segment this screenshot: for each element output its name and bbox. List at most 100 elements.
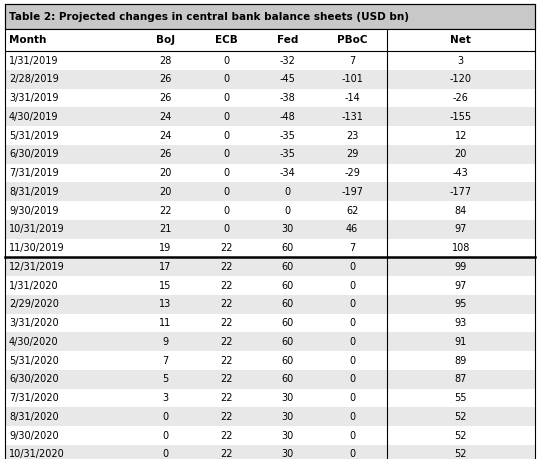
Text: 0: 0 — [223, 56, 230, 66]
Text: 7: 7 — [162, 356, 168, 366]
Text: 3: 3 — [162, 393, 168, 403]
Text: 0: 0 — [223, 74, 230, 84]
Bar — [5, 426, 535, 445]
Text: 0: 0 — [223, 224, 230, 235]
Text: 55: 55 — [455, 393, 467, 403]
Text: -177: -177 — [450, 187, 472, 197]
Text: -120: -120 — [450, 74, 472, 84]
Text: 60: 60 — [281, 243, 293, 253]
Text: 0: 0 — [223, 206, 230, 216]
Text: 12/31/2019: 12/31/2019 — [9, 262, 65, 272]
Bar — [5, 313, 535, 332]
Text: 22: 22 — [220, 243, 233, 253]
Text: 87: 87 — [455, 375, 467, 384]
Text: 91: 91 — [455, 337, 467, 347]
Text: 52: 52 — [455, 449, 467, 459]
Text: Month: Month — [9, 35, 46, 45]
Text: 3: 3 — [458, 56, 464, 66]
Text: 5/31/2020: 5/31/2020 — [9, 356, 59, 366]
Bar — [5, 70, 535, 89]
Text: 0: 0 — [349, 299, 355, 309]
Text: 22: 22 — [220, 299, 233, 309]
Text: 15: 15 — [159, 280, 172, 291]
Text: 8/31/2019: 8/31/2019 — [9, 187, 58, 197]
Text: 7: 7 — [349, 56, 355, 66]
Text: 22: 22 — [220, 262, 233, 272]
Bar — [5, 220, 535, 239]
Text: 22: 22 — [220, 449, 233, 459]
Text: -35: -35 — [279, 149, 295, 159]
Text: 10/31/2019: 10/31/2019 — [9, 224, 65, 235]
Text: 0: 0 — [162, 412, 168, 422]
Text: 20: 20 — [159, 187, 172, 197]
Bar — [5, 257, 535, 276]
Text: 24: 24 — [159, 112, 172, 122]
Text: 52: 52 — [455, 412, 467, 422]
Text: 13: 13 — [159, 299, 172, 309]
Text: 26: 26 — [159, 149, 172, 159]
Text: 20: 20 — [159, 168, 172, 178]
Text: -32: -32 — [279, 56, 295, 66]
Text: ECB: ECB — [215, 35, 238, 45]
Text: 2/28/2019: 2/28/2019 — [9, 74, 59, 84]
Text: 0: 0 — [223, 168, 230, 178]
Bar — [5, 126, 535, 145]
Text: 1/31/2019: 1/31/2019 — [9, 56, 58, 66]
Text: 17: 17 — [159, 262, 172, 272]
Text: 4/30/2020: 4/30/2020 — [9, 337, 59, 347]
Text: 22: 22 — [159, 206, 172, 216]
Text: 95: 95 — [455, 299, 467, 309]
Text: 5: 5 — [162, 375, 168, 384]
Bar — [5, 183, 535, 201]
Text: 22: 22 — [220, 318, 233, 328]
Text: 0: 0 — [223, 149, 230, 159]
Bar — [5, 445, 535, 459]
Text: 0: 0 — [349, 280, 355, 291]
Text: 0: 0 — [162, 431, 168, 441]
Text: 11/30/2019: 11/30/2019 — [9, 243, 65, 253]
Text: 30: 30 — [281, 431, 293, 441]
Text: 19: 19 — [159, 243, 172, 253]
Text: 7: 7 — [349, 243, 355, 253]
Text: 60: 60 — [281, 356, 293, 366]
Bar — [5, 389, 535, 408]
Text: 12: 12 — [455, 131, 467, 140]
Text: -38: -38 — [279, 93, 295, 103]
Text: -45: -45 — [279, 74, 295, 84]
Text: 30: 30 — [281, 449, 293, 459]
Bar — [5, 239, 535, 257]
Text: 62: 62 — [346, 206, 359, 216]
Text: 0: 0 — [223, 187, 230, 197]
Text: 0: 0 — [284, 206, 291, 216]
Text: 108: 108 — [451, 243, 470, 253]
Text: 97: 97 — [455, 224, 467, 235]
Text: 0: 0 — [349, 431, 355, 441]
Text: 26: 26 — [159, 93, 172, 103]
Text: 60: 60 — [281, 318, 293, 328]
Text: 0: 0 — [349, 337, 355, 347]
Text: 60: 60 — [281, 262, 293, 272]
Bar — [5, 89, 535, 107]
Text: 7/31/2019: 7/31/2019 — [9, 168, 59, 178]
Text: 4/30/2019: 4/30/2019 — [9, 112, 58, 122]
Text: 0: 0 — [349, 262, 355, 272]
Text: 30: 30 — [281, 224, 293, 235]
Text: 24: 24 — [159, 131, 172, 140]
Text: Fed: Fed — [276, 35, 298, 45]
Text: 30: 30 — [281, 412, 293, 422]
Bar — [5, 145, 535, 164]
Text: -43: -43 — [453, 168, 469, 178]
Text: -29: -29 — [344, 168, 360, 178]
Text: 99: 99 — [455, 262, 467, 272]
Text: 22: 22 — [220, 412, 233, 422]
Text: -35: -35 — [279, 131, 295, 140]
Text: 0: 0 — [349, 412, 355, 422]
Text: 0: 0 — [349, 449, 355, 459]
Bar — [5, 295, 535, 313]
Bar — [5, 51, 535, 70]
Text: -155: -155 — [450, 112, 472, 122]
Text: 6/30/2020: 6/30/2020 — [9, 375, 59, 384]
Text: 60: 60 — [281, 299, 293, 309]
Text: 0: 0 — [284, 187, 291, 197]
Text: -48: -48 — [279, 112, 295, 122]
